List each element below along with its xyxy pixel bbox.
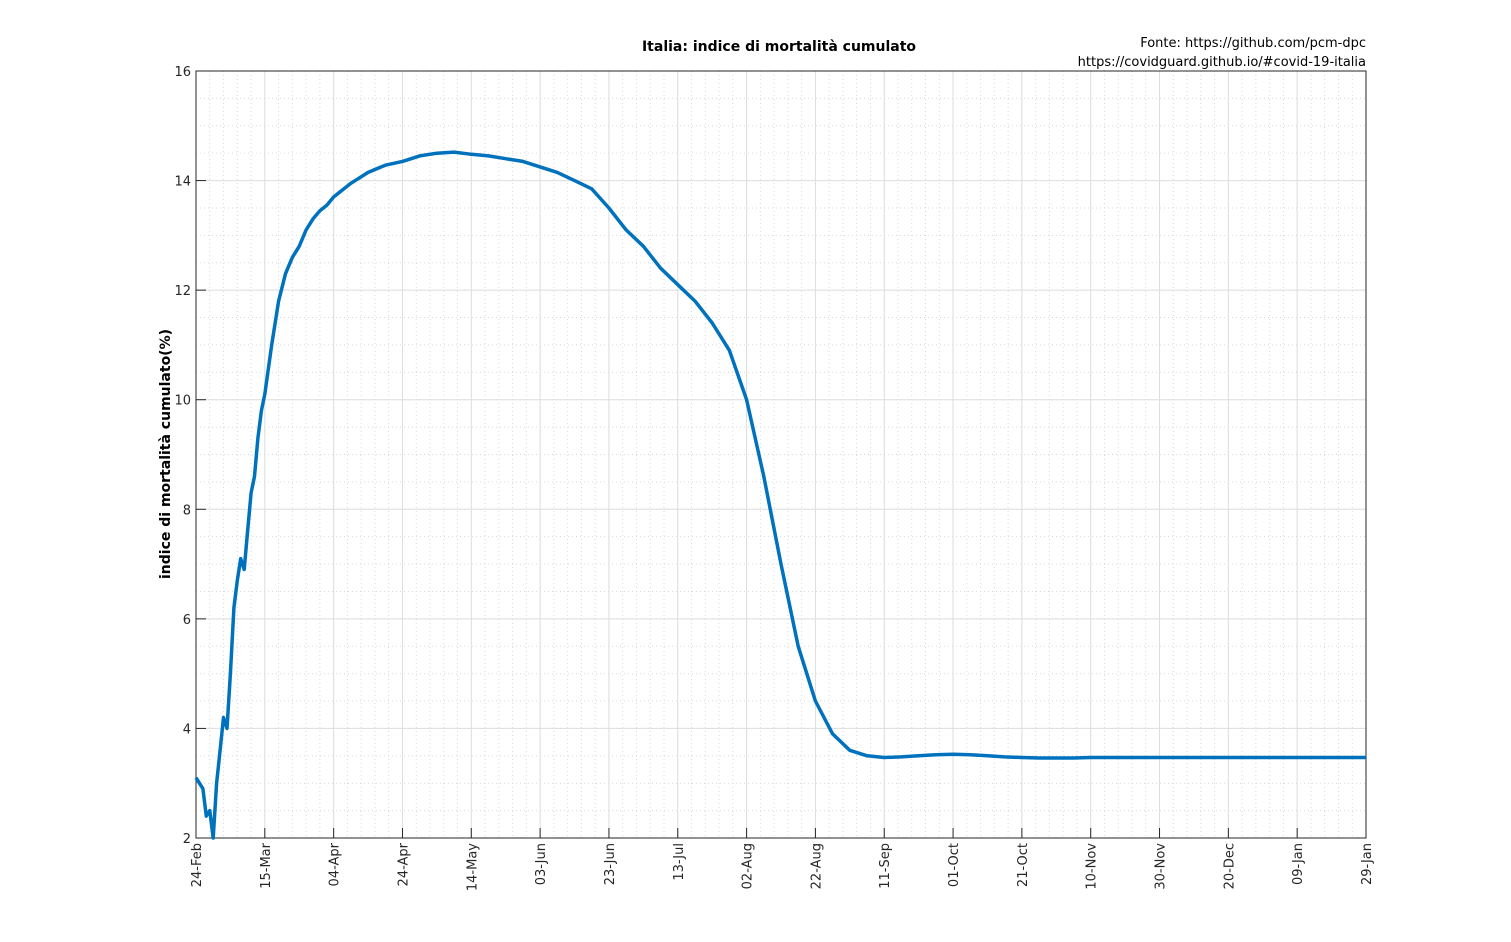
series-line [194, 150, 1366, 840]
source-line-2: https://covidguard.github.io/#covid-19-i… [1078, 55, 1366, 70]
x-tick-label: 22-Aug [809, 843, 824, 889]
x-tick-label: 03-Jun [534, 843, 549, 885]
x-tick-label: 10-Nov [1085, 843, 1100, 890]
x-tick-label: 04-Apr [328, 842, 343, 886]
x-tick-label: 21-Oct [1016, 843, 1031, 887]
x-tick-label: 15-Mar [259, 842, 274, 888]
x-tick-label: 11-Sep [878, 843, 893, 889]
x-tick-label: 09-Jan [1291, 843, 1306, 885]
x-tick-label: 29-Jan [1360, 843, 1375, 885]
x-tick-label: 24-Apr [396, 842, 411, 886]
x-tick-label: 01-Oct [947, 843, 962, 887]
y-tick-label: 6 [183, 613, 191, 628]
x-tick-label: 24-Feb [190, 843, 205, 887]
y-tick-label: 2 [183, 832, 191, 847]
y-tick-label: 4 [183, 722, 191, 737]
x-tick-label: 20-Dec [1222, 843, 1237, 889]
y-tick-label: 12 [174, 284, 191, 299]
y-axis: 2 4 6 8 10 12 14 16 [174, 65, 206, 847]
plot-area-border [195, 70, 1367, 839]
y-tick-label: 14 [174, 175, 191, 190]
x-tick-label: 14-May [465, 843, 480, 891]
x-axis: 24-Feb 15-Mar 04-Apr 24-Apr 14-May 03-Jun 23-J… [190, 828, 1375, 891]
x-tick-label: 30-Nov [1154, 843, 1169, 890]
source-line-1: Fonte: https://github.com/pcm-dpc [1140, 36, 1366, 51]
minor-grid [195, 70, 1367, 839]
x-tick-label: 13-Jul [672, 843, 687, 881]
y-tick-label: 8 [183, 503, 191, 518]
x-tick-label: 23-Jun [603, 843, 618, 885]
y-tick-label: 10 [174, 394, 191, 409]
y-axis-label: indice di mortalità cumulato(%) [158, 329, 174, 579]
y-tick-label: 16 [174, 65, 191, 80]
x-tick-label: 02-Aug [741, 843, 756, 889]
chart-title: Italia: indice di mortalità cumulato [642, 39, 916, 55]
